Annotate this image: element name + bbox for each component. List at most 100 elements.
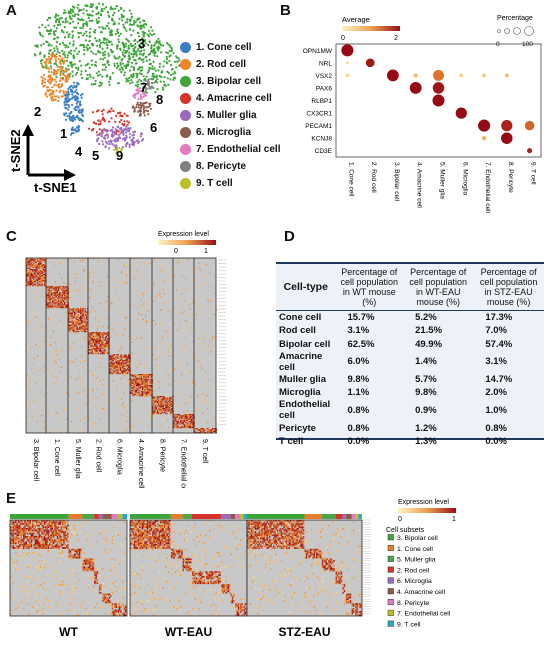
tsne-legend-item: 9. T cell (180, 178, 233, 189)
table-value: 3.1% (485, 356, 507, 368)
table-value: 6.0% (347, 356, 370, 368)
heatmap-c-column-label: 2. Rod cell (95, 439, 102, 473)
tsne-plot: t-SNE1 t-SNE2 1 2 3 4 5 6 78 9 (8, 2, 181, 195)
heatmap-e-scale-max: 1 (452, 516, 456, 523)
legend-label: 9. T cell (196, 178, 233, 189)
tsne-cluster-2 (40, 52, 70, 103)
table-celltype: Rod cell (279, 325, 316, 337)
tsne-xlabel: t-SNE1 (34, 180, 77, 195)
heatmap-e-condition-label: STZ-EAU (279, 625, 331, 639)
dot-point (527, 148, 533, 154)
heatmap-e-block (129, 514, 251, 617)
table-celltype: Endothelial cell (279, 399, 331, 422)
dot-size-legend-circle (524, 26, 534, 36)
tsne-cluster-8 (142, 78, 154, 90)
dot-celltype-label: 1. Cone cell (347, 162, 354, 197)
tsne-cluster-4 (88, 107, 131, 137)
tsne-cluster-number: 7 (140, 80, 147, 95)
dot-point (481, 136, 487, 141)
heatmap-e-condition-label: WT-EAU (165, 625, 212, 639)
subset-label: 9. T cell (397, 621, 421, 628)
heatmap-e-scale-min: 0 (398, 516, 402, 523)
tsne-cluster-9 (113, 146, 123, 154)
table-value: 21.5% (415, 325, 443, 337)
heatmap-c-column-label: 1. Cone cell (53, 439, 60, 476)
dot-point (501, 119, 513, 132)
table-value: 17.3% (485, 312, 513, 324)
heatmap-e-block (246, 514, 371, 617)
dot-celltype-label: 9. T cell (530, 162, 537, 185)
legend-label: 7. Endothelial cell (196, 144, 281, 155)
table-celltype: Amacrine cell (279, 350, 323, 373)
dot-point (345, 61, 349, 65)
subset-swatch (387, 620, 394, 627)
dot-gene-label: OPN1MW (303, 48, 333, 55)
table-value: 57.4% (485, 338, 513, 350)
heatmap-c-column-label: 5. Muller glia (74, 439, 81, 479)
tsne-cluster-1 (63, 81, 84, 136)
table-value: 1.4% (415, 356, 437, 368)
dot-gene-label: RLBP1 (311, 98, 332, 105)
dot-color-max: 2 (394, 35, 398, 42)
dot-gene-label: PAX6 (316, 85, 333, 92)
dot-celltype-label: 8. Pericyte (507, 162, 514, 193)
legend-label: 3. Bipolar cell (196, 76, 262, 87)
dot-celltype-label: 3. Bipolar cell (393, 162, 400, 202)
table-header-column: Percentage of cell population in WT-EAU … (403, 264, 474, 311)
legend-swatch (180, 42, 191, 53)
tsne-cluster-number: 3 (138, 36, 145, 51)
subset-swatch (387, 609, 394, 616)
table-value: 0.8% (485, 422, 507, 434)
heatmap-c-column-label: 8. Pericyte (159, 439, 166, 472)
table-value: 5.7% (415, 374, 437, 386)
table-value: 1.3% (415, 435, 437, 447)
tsne-cluster-number: 6 (150, 120, 157, 135)
table-value: 1.1% (347, 387, 370, 399)
dot-point (455, 107, 467, 119)
heatmap-c-scale-max: 1 (204, 248, 208, 255)
panel-label-a: A (6, 2, 17, 19)
dot-point (345, 73, 350, 78)
dot-size-max: 100 (522, 41, 533, 48)
tsne-cluster-6 (131, 101, 152, 117)
table-value: 2.0% (485, 387, 507, 399)
tsne-legend-item: 7. Endothelial cell (180, 144, 280, 155)
dot-gene-label: VSX2 (315, 73, 332, 80)
legend-label: 2. Rod cell (196, 59, 247, 70)
legend-swatch (180, 93, 191, 104)
panel-label-e: E (6, 490, 17, 507)
tsne-legend-item: 1. Cone cell (180, 42, 252, 53)
table-celltype: T cell (279, 435, 304, 447)
dot-point (413, 73, 418, 78)
table-celltype: Muller glia (279, 374, 326, 386)
table-value: 14.7% (485, 374, 513, 386)
subset-label: 6. Microglia (397, 578, 432, 585)
dot-color-min: 0 (341, 35, 345, 42)
legend-label: 6. Microglia (196, 127, 252, 138)
dot-celltype-label: 7. Endothelial cell (484, 162, 491, 214)
table-value: 0.0% (485, 435, 507, 447)
table-value: 49.9% (415, 338, 443, 350)
dot-point (459, 73, 464, 78)
table-row: Endothelial cell 0.8% 0.9% 1.0% (276, 399, 544, 421)
table-header-column: Percentage of cell population in STZ-EAU… (473, 264, 544, 311)
dot-point (504, 73, 509, 78)
legend-label: 1. Cone cell (196, 42, 252, 53)
heatmap-e-legend-title: Expression level (398, 499, 449, 506)
table-row: Pericyte 0.8% 1.2% 0.8% (276, 421, 544, 434)
heatmap-e-subsets-title: Cell subsets (386, 527, 425, 534)
heatmap-e-condition-label: WT (59, 625, 78, 639)
dot-point (432, 82, 445, 94)
table-celltype: Microglia (279, 387, 321, 399)
subset-label: 7. Endothelial cell (397, 611, 451, 618)
table-value: 1.2% (415, 422, 437, 434)
tsne-legend-item: 4. Amacrine cell (180, 93, 272, 104)
tsne-cluster-number: 8 (156, 92, 163, 107)
subset-label: 3. Bipolar cell (397, 535, 438, 542)
dot-point (478, 119, 491, 132)
table-header-column: Percentage of cell population in WT mous… (335, 264, 404, 311)
dot-gene-label: CX3CR1 (306, 111, 332, 118)
tsne-cluster-5 (96, 125, 145, 150)
table-value: 0.9% (415, 404, 437, 416)
tsne-ylabel: t-SNE2 (8, 129, 23, 172)
